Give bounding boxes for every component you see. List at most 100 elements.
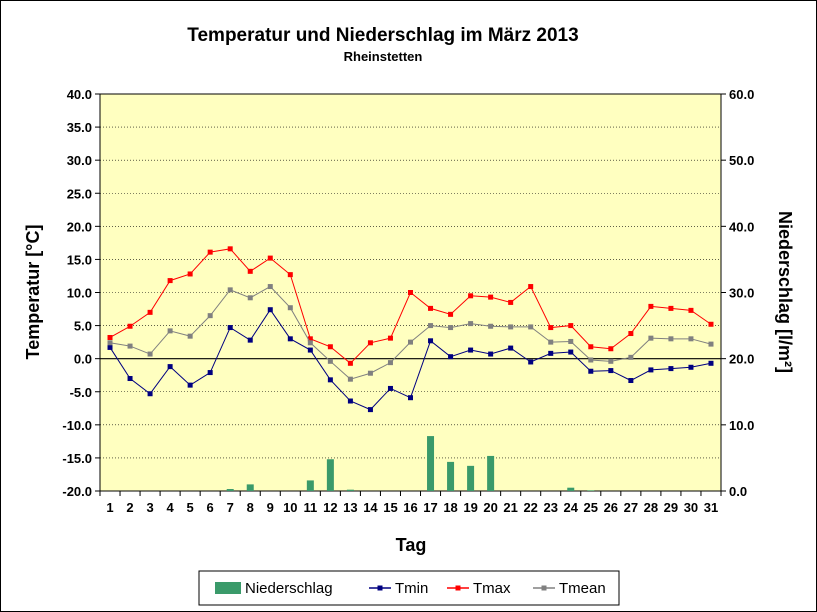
series-point-tmin: [327, 377, 333, 383]
precipitation-bar: [467, 465, 475, 491]
series-point-tmax: [448, 311, 454, 317]
series-point-tmax: [227, 246, 233, 252]
y-left-tick-label: 25.0: [67, 186, 92, 201]
legend-label-niederschlag: Niederschlag: [245, 580, 333, 597]
series-point-tmin: [167, 364, 173, 370]
series-point-tmin: [307, 347, 313, 353]
series-point-tmin: [568, 349, 574, 355]
legend-label-tmean: Tmean: [559, 580, 606, 597]
series-point-tmin: [207, 370, 213, 376]
x-tick-label: 9: [267, 500, 274, 515]
series-point-tmax: [588, 344, 594, 350]
series-point-tmin: [608, 368, 614, 374]
legend-marker-tmin: [377, 585, 383, 591]
chart-title: Temperatur und Niederschlag im März 2013: [187, 25, 578, 46]
series-point-tmin: [227, 325, 233, 331]
x-tick-label: 27: [624, 500, 638, 515]
series-point-tmin: [347, 398, 353, 404]
chart-subtitle: Rheinstetten: [344, 49, 423, 64]
y-left-tick-label: 20.0: [67, 219, 92, 234]
series-point-tmax: [307, 336, 313, 342]
series-point-tmean: [267, 284, 273, 290]
series-point-tmin: [528, 359, 534, 365]
y-left-tick-label: 10.0: [67, 286, 92, 301]
series-point-tmean: [147, 351, 153, 357]
y-left-tick-label: -20.0: [62, 484, 92, 499]
series-point-tmax: [207, 249, 213, 255]
x-tick-label: 7: [227, 500, 234, 515]
x-tick-label: 2: [126, 500, 133, 515]
x-tick-label: 6: [207, 500, 214, 515]
series-point-tmean: [387, 360, 393, 366]
y-axis-left-title: Temperatur [°C]: [23, 225, 43, 360]
series-point-tmean: [468, 321, 474, 327]
series-point-tmax: [488, 294, 494, 300]
series-point-tmax: [327, 344, 333, 350]
series-point-tmax: [648, 303, 654, 309]
x-tick-label: 4: [166, 500, 174, 515]
series-point-tmin: [147, 391, 153, 397]
series-point-tmean: [327, 358, 333, 364]
series-point-tmin: [267, 307, 273, 313]
precipitation-bar: [427, 436, 435, 491]
legend-label-tmax: Tmax: [473, 580, 511, 597]
series-point-tmax: [367, 340, 373, 346]
y-left-tick-label: -15.0: [62, 451, 92, 466]
y-left-tick-label: 30.0: [67, 153, 92, 168]
y-right-tick-label: 30.0: [729, 286, 754, 301]
series-point-tmean: [688, 336, 694, 342]
x-tick-label: 10: [283, 500, 297, 515]
precipitation-bar: [306, 480, 314, 491]
series-point-tmin: [127, 376, 133, 382]
precipitation-bar: [587, 490, 595, 491]
series-point-tmean: [588, 357, 594, 363]
series-point-tmax: [147, 309, 153, 315]
series-point-tmean: [167, 328, 173, 334]
series-point-tmean: [347, 376, 353, 382]
series-point-tmin: [428, 338, 434, 344]
series-point-tmean: [488, 323, 494, 329]
series-point-tmax: [408, 290, 413, 295]
precipitation-bar: [567, 487, 575, 491]
series-point-tmean: [107, 340, 113, 346]
x-tick-label: 16: [403, 500, 417, 515]
series-point-tmax: [628, 331, 634, 337]
x-tick-label: 11: [303, 500, 317, 515]
precipitation-bar: [487, 455, 495, 491]
x-tick-label: 18: [443, 500, 457, 515]
series-point-tmean: [668, 336, 674, 342]
y-left-tick-label: -5.0: [70, 385, 92, 400]
series-point-tmean: [548, 339, 554, 345]
series-point-tmin: [468, 347, 474, 353]
series-point-tmean: [247, 295, 253, 301]
y-left-tick-label: 35.0: [67, 120, 92, 135]
x-axis-title: Tag: [396, 535, 427, 555]
x-tick-label: 12: [323, 500, 337, 515]
series-point-tmin: [408, 395, 413, 401]
series-point-tmean: [528, 324, 534, 330]
series-point-tmax: [708, 321, 714, 327]
x-tick-label: 26: [604, 500, 618, 515]
series-point-tmean: [568, 338, 574, 344]
series-point-tmean: [628, 354, 634, 360]
series-point-tmin: [387, 385, 393, 391]
series-point-tmax: [387, 335, 393, 341]
series-point-tmin: [367, 407, 373, 413]
series-point-tmean: [508, 324, 514, 330]
series-point-tmin: [548, 350, 554, 356]
precipitation-bar: [447, 461, 455, 491]
y-right-tick-label: 60.0: [729, 87, 754, 102]
series-point-tmin: [287, 336, 293, 342]
axes: 40.035.030.025.020.015.010.05.00.0-5.0-1…: [62, 87, 754, 515]
series-point-tmean: [367, 370, 373, 376]
series-point-tmax: [187, 271, 193, 277]
precipitation-bar: [326, 459, 334, 491]
precipitation-bars: [226, 436, 595, 491]
x-tick-label: 21: [503, 500, 517, 515]
series-point-tmin: [508, 345, 514, 351]
y-right-tick-label: 0.0: [729, 484, 747, 499]
series-point-tmax: [267, 255, 273, 261]
x-tick-label: 17: [423, 500, 437, 515]
series-point-tmax: [568, 323, 574, 329]
series-point-tmin: [488, 351, 494, 357]
